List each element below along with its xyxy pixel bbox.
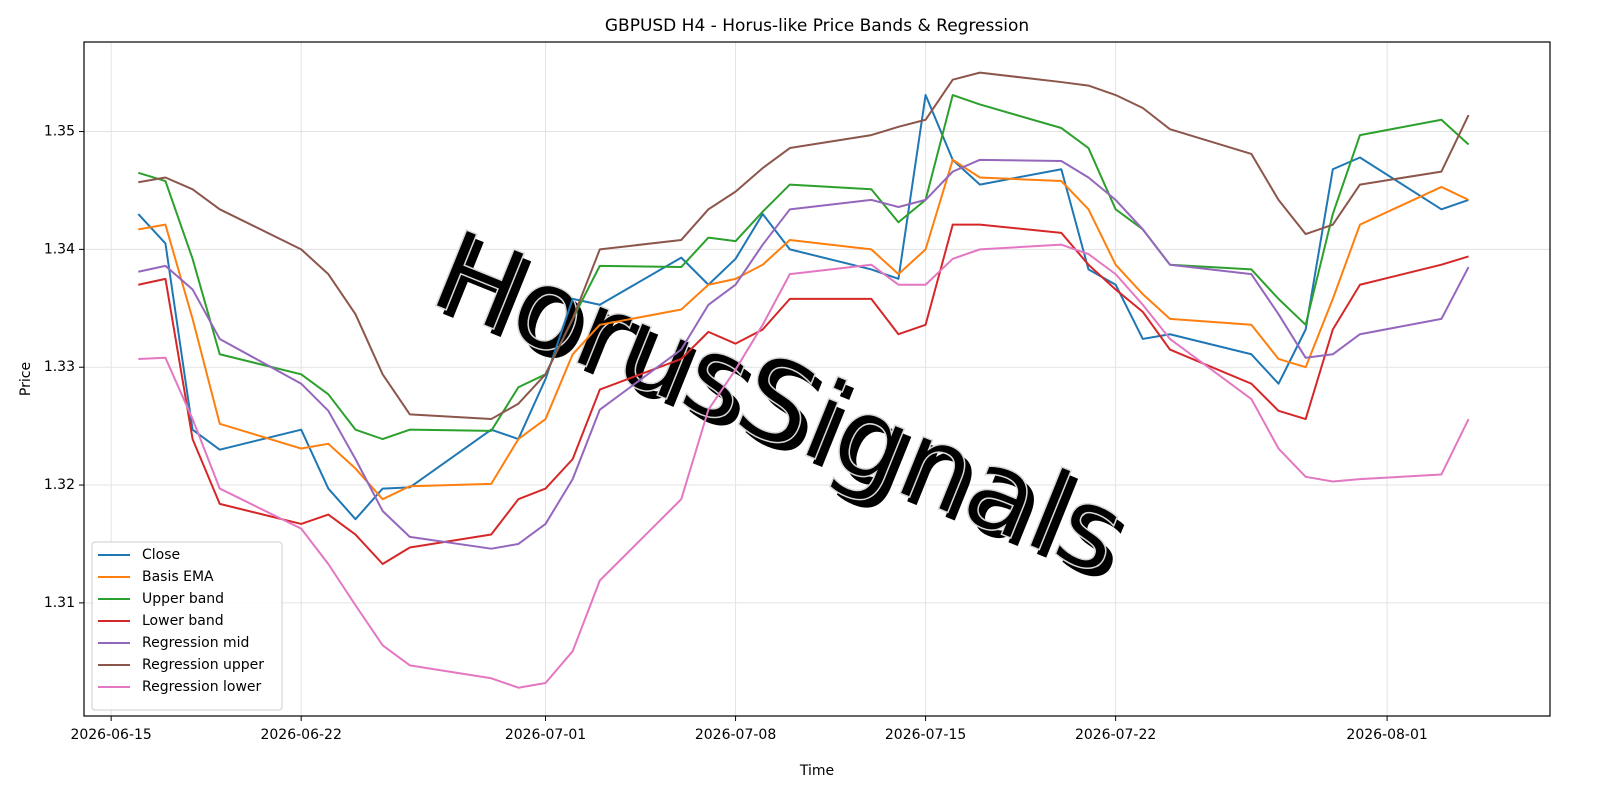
series-line (138, 158, 1470, 550)
x-tick-label: 2026-06-15 (70, 727, 151, 743)
legend-label: Regression upper (142, 657, 264, 673)
x-axis-label: Time (799, 763, 834, 779)
legend-label: Regression lower (142, 679, 262, 695)
y-tick-label: 1.34 (44, 241, 75, 257)
y-tick-label: 1.35 (44, 124, 75, 140)
y-tick-label: 1.31 (44, 595, 75, 611)
legend-label: Upper band (142, 591, 224, 607)
x-tick-label: 2026-07-15 (885, 727, 966, 743)
x-tick-label: 2026-08-01 (1346, 727, 1427, 743)
series-line (138, 243, 1470, 689)
y-tick-label: 1.33 (44, 359, 75, 375)
series-line (138, 71, 1470, 421)
legend-box (91, 541, 283, 711)
series-line (137, 94, 1469, 521)
legend-label: Regression mid (142, 635, 249, 651)
series-line (138, 94, 1470, 441)
series-line (138, 223, 1469, 565)
x-tick-label: 2026-07-08 (695, 727, 776, 743)
legend-label: Lower band (142, 613, 224, 629)
y-axis-label: Price (18, 362, 34, 396)
x-tick-label: 2026-07-01 (505, 727, 586, 743)
y-tick-label: 1.32 (44, 477, 75, 493)
lines (137, 71, 1470, 689)
legend: Close Basis EMA Upper band Lower band Regres… (91, 541, 283, 711)
grid (84, 42, 1550, 716)
plot-frame (83, 41, 1551, 717)
legend-label: Close (142, 547, 180, 563)
legend-label: Basis EMA (142, 569, 214, 585)
chart-title: GBPUSD H4 - Horus-like Price Bands & Reg… (605, 16, 1029, 36)
x-tick-label: 2026-07-22 (1075, 727, 1156, 743)
x-tick-label: 2026-06-22 (260, 727, 341, 743)
series-line (138, 158, 1469, 501)
